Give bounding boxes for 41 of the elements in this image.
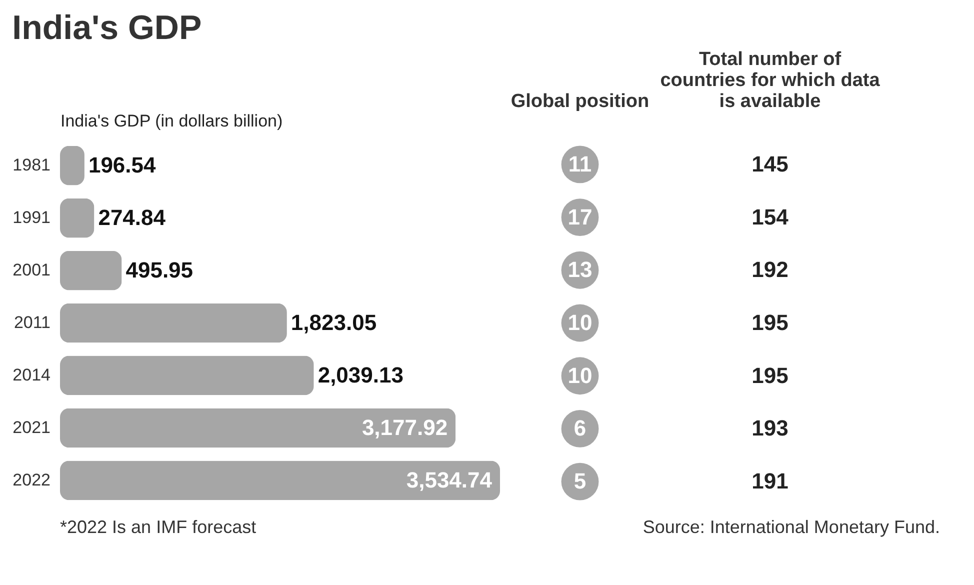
data-label: 13 [568, 257, 592, 282]
bar [60, 408, 456, 448]
data-label: 154 [752, 204, 790, 230]
data-label: 196.54 [88, 152, 157, 178]
y-tick-label: 2021 [12, 418, 50, 437]
data-label: 10 [568, 310, 592, 335]
y-tick-label: 2022 [12, 470, 50, 490]
data-label: 145 [752, 151, 788, 176]
data-label: 2,039.13 [318, 362, 404, 388]
data-label: 5 [574, 468, 586, 494]
data-label: 495.95 [126, 258, 194, 283]
bar [60, 198, 94, 238]
data-label: 192 [752, 257, 788, 282]
bar [60, 250, 122, 290]
data-label: 274.84 [98, 205, 166, 230]
x-axis-title: India's GDP (in dollars billion) [60, 112, 283, 130]
data-label: 3,177.92 [362, 414, 448, 440]
bar [60, 356, 314, 396]
data-label: 3,534.74 [406, 467, 493, 492]
y-tick-label: 1981 [12, 156, 50, 175]
y-tick-label: 2011 [14, 313, 50, 332]
data-label: 6 [574, 416, 586, 441]
data-label: 195 [752, 310, 788, 335]
data-label: 191 [752, 468, 788, 494]
chart-title: India's GDP [12, 9, 202, 47]
y-tick-label: 2014 [12, 365, 50, 384]
bar [60, 460, 500, 500]
y-tick-label: 1991 [12, 208, 50, 228]
y-tick-label: 2001 [12, 260, 50, 280]
data-label: 11 [568, 151, 592, 176]
data-label: 193 [752, 416, 788, 441]
data-label: 17 [568, 204, 592, 230]
text: Total number of countries for which data is available [660, 49, 880, 112]
text: Global position [510, 91, 650, 112]
data-label: 1,823.05 [290, 310, 377, 335]
source-note: Source: International Monetary Fund. [642, 517, 940, 537]
bar [60, 146, 84, 186]
bar [60, 303, 287, 343]
text: *2022 Is an IMF forecast [60, 517, 256, 537]
data-label: 10 [568, 362, 592, 388]
data-label: 195 [752, 362, 788, 388]
